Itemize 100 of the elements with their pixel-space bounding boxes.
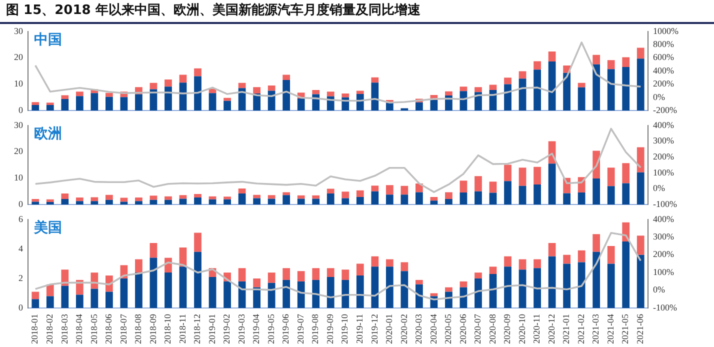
bar xyxy=(400,271,408,308)
bar xyxy=(563,72,570,111)
bar xyxy=(489,182,497,193)
bar xyxy=(194,197,202,205)
bar xyxy=(474,92,482,111)
x-tick-label: 2019-08 xyxy=(310,314,320,344)
bar xyxy=(342,198,350,205)
bar xyxy=(120,278,128,308)
bar xyxy=(282,192,290,196)
bar xyxy=(430,293,438,296)
bar xyxy=(224,281,231,308)
chart-title: 欧洲 xyxy=(34,126,62,142)
bar xyxy=(208,93,216,111)
x-tick-label: 2019-11 xyxy=(354,314,364,344)
bar xyxy=(238,82,246,88)
x-tick-label: 2021-04 xyxy=(605,314,616,344)
bar xyxy=(253,198,260,205)
y2-tick-label: 100% xyxy=(653,167,674,178)
y2-tick-label: 0% xyxy=(653,92,666,102)
bar xyxy=(76,201,84,205)
bar xyxy=(578,262,586,308)
bar xyxy=(416,102,423,111)
bar xyxy=(592,234,600,252)
x-tick-label: 2020-08 xyxy=(487,314,498,344)
x-tick-label: 2018-05 xyxy=(88,314,99,344)
bar xyxy=(489,192,497,205)
bar xyxy=(224,196,231,200)
x-tick-label: 2018-07 xyxy=(118,314,128,344)
bar xyxy=(518,259,526,270)
x-tick-label: 2020-02 xyxy=(398,314,409,344)
bar xyxy=(238,194,246,205)
bar xyxy=(194,76,202,111)
y2-tick-label: 100% xyxy=(653,266,674,277)
bar xyxy=(90,201,98,205)
x-tick-label: 2019-09 xyxy=(324,314,335,344)
bar xyxy=(578,87,586,111)
bar xyxy=(578,250,586,262)
bar xyxy=(371,191,379,205)
bar xyxy=(563,264,570,308)
x-tick-label: 2019-01 xyxy=(206,314,217,344)
x-tick-label: 2018-03 xyxy=(59,314,70,344)
bar xyxy=(548,256,556,308)
x-tick-label: 2021-06 xyxy=(634,314,645,344)
bar xyxy=(356,90,364,94)
bar xyxy=(106,200,113,205)
bar xyxy=(106,194,113,200)
bar xyxy=(578,192,586,205)
bar xyxy=(90,197,98,202)
bar xyxy=(61,95,69,99)
bar xyxy=(179,74,187,83)
bar xyxy=(548,61,556,111)
bar xyxy=(224,199,231,205)
bar xyxy=(150,196,158,200)
bar xyxy=(342,93,350,98)
x-tick-label: 2018-08 xyxy=(133,314,144,344)
bar xyxy=(297,98,305,111)
bar xyxy=(342,270,350,280)
bar xyxy=(430,100,438,111)
bar xyxy=(46,296,54,308)
y2-tick-label: 400% xyxy=(653,214,674,224)
x-tick-label: 2019-03 xyxy=(236,314,246,344)
bar xyxy=(607,60,615,70)
y2-tick-label: 0% xyxy=(653,284,666,295)
bar xyxy=(312,280,320,308)
y-tick-label: 0 xyxy=(18,198,24,209)
bar xyxy=(578,82,586,88)
bar xyxy=(607,264,615,308)
bar xyxy=(489,266,497,274)
bar xyxy=(504,84,512,111)
bar xyxy=(504,181,512,205)
bar xyxy=(253,87,260,94)
bar xyxy=(607,69,615,111)
bar xyxy=(356,190,364,197)
bar xyxy=(32,199,40,202)
x-tick-label: 2020-03 xyxy=(414,314,424,344)
bar xyxy=(32,299,40,308)
bar xyxy=(282,80,290,111)
bar xyxy=(46,105,54,111)
y2-tick-label: 300% xyxy=(653,136,674,146)
x-tick-label: 2019-04 xyxy=(251,314,262,344)
bar xyxy=(504,78,512,84)
bar xyxy=(400,186,408,195)
x-tick-label: 2020-12 xyxy=(546,314,556,344)
bar xyxy=(326,194,334,205)
bar xyxy=(386,185,394,195)
bar xyxy=(32,202,40,205)
caption: 图 15、2018 年以来中国、欧洲、美国新能源汽车月度销量及同比增速 xyxy=(0,0,714,24)
bar xyxy=(150,243,158,258)
bar xyxy=(445,192,452,200)
bar xyxy=(504,256,512,267)
bar xyxy=(297,198,305,205)
bar xyxy=(326,276,334,308)
bar xyxy=(76,92,84,96)
bar xyxy=(534,61,541,70)
bar xyxy=(61,286,69,308)
bar xyxy=(518,270,526,308)
bar xyxy=(518,168,526,186)
x-tick-label: 2019-10 xyxy=(340,314,350,344)
bar xyxy=(164,200,172,205)
bar xyxy=(356,276,364,308)
